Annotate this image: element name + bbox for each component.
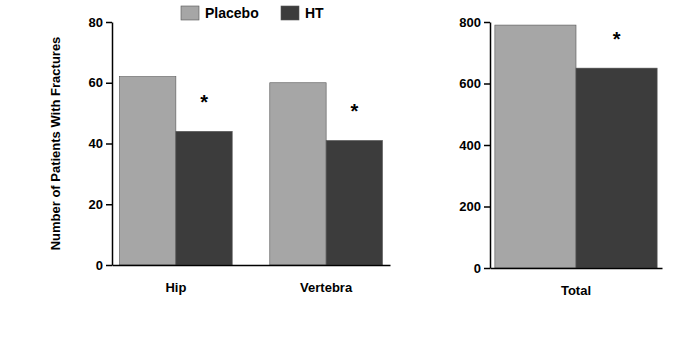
y-tick-mark [484,268,490,270]
y-tick: 200 [459,199,490,214]
y-tick-mark [106,143,112,145]
y-tick-label: 0 [474,261,481,276]
x-axis: Total [491,268,663,298]
bar [176,131,232,265]
y-tick-label: 800 [459,15,481,30]
y-tick-label: 400 [459,138,481,153]
y-tick: 40 [89,136,112,151]
y-tick: 400 [459,138,490,153]
y-tick-mark [106,265,112,267]
bars [120,77,383,265]
x-axis-line [113,265,391,267]
y-axis-title: Number of Patients With Fractures [48,37,63,251]
chart-0: 0 20 40 60 80 Hip Vertebra Number of Patients W… [48,5,391,295]
y-tick-label: 0 [96,258,103,273]
x-tick: Vertebra [300,265,353,295]
x-tick-label: Total [561,283,591,298]
legend-label: Placebo [205,5,259,21]
bar [326,140,382,265]
bar [576,68,657,268]
x-axis: Hip Vertebra [113,265,391,295]
y-tick: 600 [459,76,490,91]
y-tick-mark [484,145,490,147]
legend-label: HT [305,5,324,21]
legend-swatch [181,6,199,20]
x-tick-label: Vertebra [300,280,353,295]
y-tick-label: 20 [89,197,103,212]
legend-item: Placebo [181,5,259,21]
x-tick-label: Hip [165,280,186,295]
annotation: * [350,100,358,122]
x-tick: Total [561,268,591,298]
y-tick-mark [484,206,490,208]
y-tick-label: 80 [89,15,103,30]
annotation: * [613,28,621,50]
y-tick: 60 [89,75,112,90]
y-tick: 0 [474,261,490,276]
y-tick-label: 60 [89,75,103,90]
y-axis: 0 20 40 60 80 [89,15,113,273]
bar [120,77,176,265]
bar [495,25,576,268]
bars [495,25,657,268]
y-tick: 800 [459,15,490,30]
y-tick: 0 [96,258,112,273]
y-tick: 20 [89,197,112,212]
x-axis-line [491,268,663,270]
chart-1: 0 200 400 600 800 Total * [459,15,662,299]
y-tick-mark [484,22,490,24]
legend: Placebo HT [181,5,324,21]
legend-swatch [281,6,299,20]
x-tick: Hip [165,265,186,295]
y-tick-label: 600 [459,76,481,91]
y-tick-label: 40 [89,136,103,151]
y-tick: 80 [89,15,112,30]
bar [270,83,326,265]
chart-canvas: 0 20 40 60 80 Hip Vertebra Number of Patients W… [0,0,682,363]
y-tick-mark [106,204,112,206]
y-tick-mark [106,83,112,85]
y-tick-mark [484,83,490,85]
y-tick-label: 200 [459,199,481,214]
annotation: * [200,91,208,113]
y-axis: 0 200 400 600 800 [459,15,490,276]
legend-item: HT [281,5,324,21]
y-tick-mark [106,22,112,24]
